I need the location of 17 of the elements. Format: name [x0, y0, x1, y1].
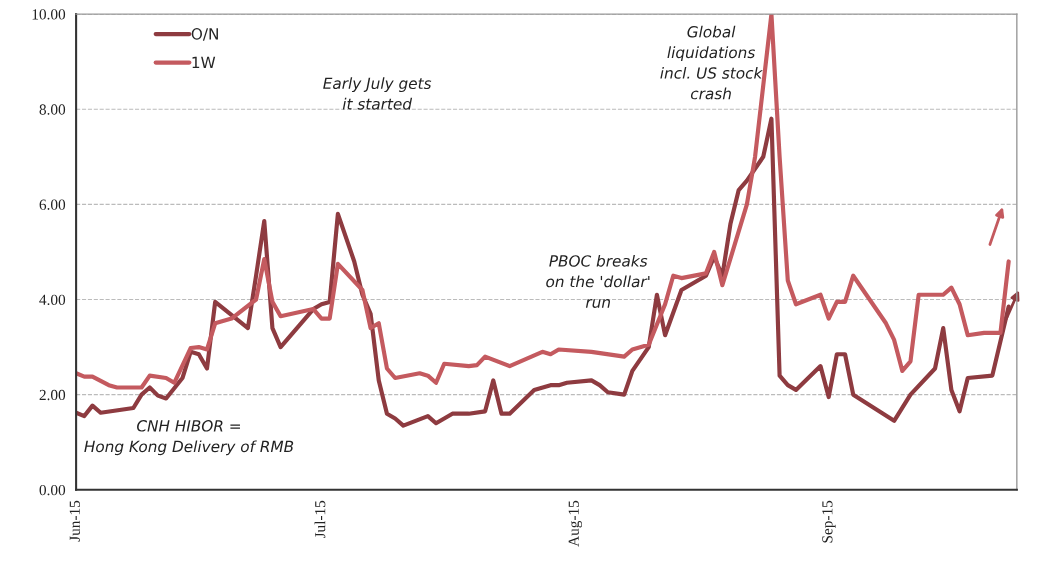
y-tick-label: 2.00: [39, 389, 66, 401]
line-series: [76, 14, 1011, 390]
y-tick-label: 10.00: [32, 9, 66, 20]
y-tick-label: 8.00: [39, 104, 66, 115]
y-tick-label: 4.00: [39, 294, 66, 306]
legend-label: 1W: [192, 56, 216, 68]
y-tick-label: 0.00: [39, 484, 66, 496]
annotation: Early July gets it started: [323, 77, 432, 110]
x-tick-label: Aug-15: [568, 500, 583, 547]
annotation: Global liquidations incl. US stock crash: [660, 25, 763, 100]
x-tick-label: Sep-15: [822, 500, 836, 543]
annotation: CNH HIBOR = Hong Kong Delivery of RMB: [84, 420, 294, 456]
legend-label: O/N: [191, 28, 218, 41]
y-tick-label: 6.00: [39, 199, 66, 210]
x-tick-label: Jul-15: [314, 500, 326, 539]
annotation: PBOC breaks on the 'dollar' run: [546, 254, 650, 308]
x-tick-label: Jun-15: [69, 500, 80, 542]
